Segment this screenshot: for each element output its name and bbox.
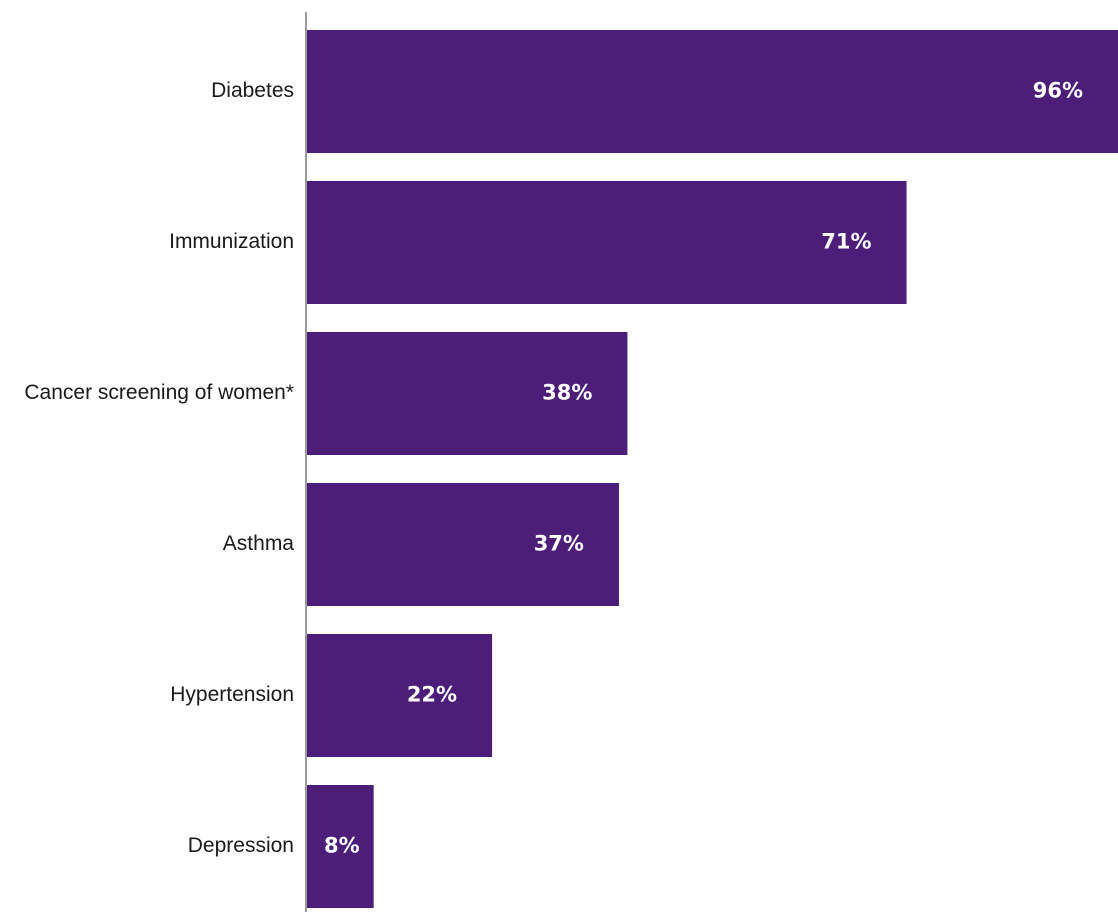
value-label-immunization: 71% xyxy=(821,230,871,254)
category-label-hypertension: Hypertension xyxy=(170,683,294,706)
category-label-depression: Depression xyxy=(188,834,294,857)
bar-diabetes xyxy=(306,30,1118,153)
bar-cancer-screening-of-women xyxy=(306,332,628,455)
value-label-cancer-screening-of-women: 38% xyxy=(542,381,592,405)
value-label-depression: 8% xyxy=(324,834,360,858)
bar-asthma xyxy=(306,483,619,606)
category-label-asthma: Asthma xyxy=(223,532,295,555)
value-labels: 96% 71% 38% 37% 22% 8% xyxy=(324,79,1083,858)
value-label-asthma: 37% xyxy=(534,532,584,556)
value-label-hypertension: 22% xyxy=(407,683,457,707)
category-label-immunization: Immunization xyxy=(169,230,294,253)
category-label-cancer-screening-of-women: Cancer screening of women* xyxy=(24,381,294,404)
bar-hypertension xyxy=(306,634,493,757)
bar-immunization xyxy=(306,181,907,304)
value-label-diabetes: 96% xyxy=(1033,79,1083,103)
bars-layer xyxy=(306,30,1118,908)
category-labels: Diabetes Immunization Cancer screening of … xyxy=(24,79,294,857)
bar-depression xyxy=(306,785,374,908)
category-label-diabetes: Diabetes xyxy=(211,79,294,102)
